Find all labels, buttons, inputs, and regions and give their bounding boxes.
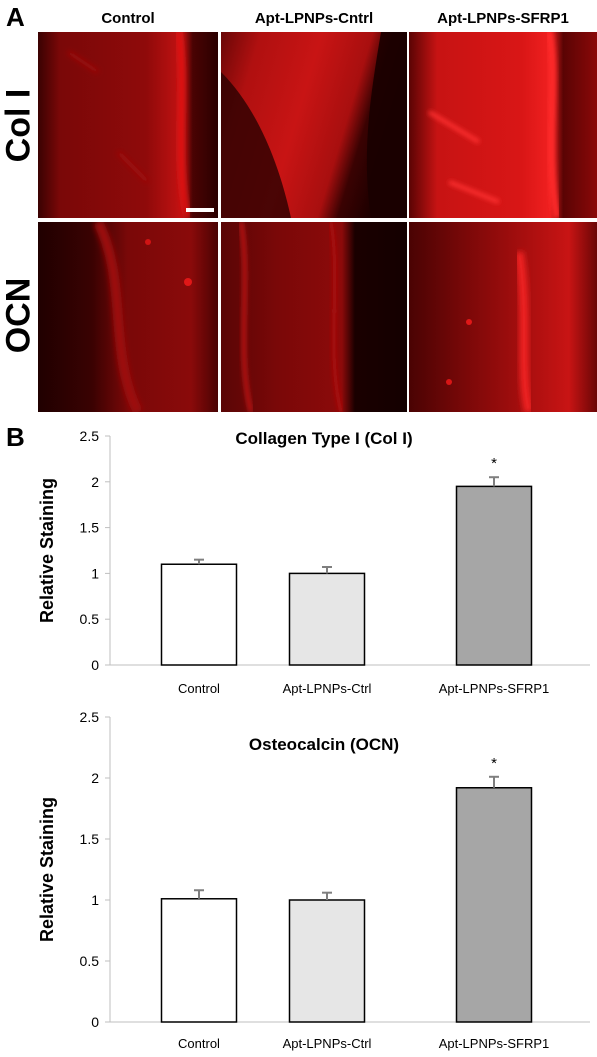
x-category-label-3: Apt-LPNPs-SFRP1 [439, 1036, 550, 1051]
y-tick-label: 0 [91, 657, 99, 673]
micrograph-ocn-apt-lpnps-cntrl [221, 222, 407, 412]
y-tick-label: 0 [91, 1014, 99, 1030]
micrograph-col-i-control [38, 32, 218, 218]
x-category-label-2: Apt-LPNPs-Ctrl [283, 681, 372, 696]
bar-1 [160, 563, 238, 666]
y-tick-label: 1 [91, 565, 99, 581]
y-tick-label: 2 [91, 770, 99, 786]
y-tick-label: 1 [91, 892, 99, 908]
y-tick-label: 0.5 [80, 953, 100, 969]
panel-b-letter: B [6, 422, 25, 452]
bar-2 [288, 572, 366, 666]
micrograph-ocn-control [38, 222, 218, 412]
x-category-label-1: Control [178, 1036, 220, 1051]
chart-title: Osteocalcin (OCN) [249, 735, 399, 754]
row-label-col-i: Col I [0, 88, 38, 163]
bar-chart-collagen-type-i: Collagen Type I (Col I) 0 0.5 1 1.5 2 2.5 Relat… [37, 428, 590, 696]
micrograph-ocn-apt-lpnps-sfrp1 [409, 222, 597, 412]
bar-3 [455, 787, 533, 1023]
y-tick-label: 2.5 [80, 709, 100, 725]
y-tick-label: 2.5 [80, 428, 100, 444]
x-category-label-3: Apt-LPNPs-SFRP1 [439, 681, 550, 696]
scale-bar [186, 208, 214, 212]
column-header-apt-lpnps-sfrp1: Apt-LPNPs-SFRP1 [437, 10, 569, 27]
bar-1 [160, 898, 238, 1023]
significance-marker: * [491, 455, 497, 472]
y-tick-label: 1.5 [80, 831, 100, 847]
chart-title: Collagen Type I (Col I) [235, 429, 412, 448]
x-category-label-2: Apt-LPNPs-Ctrl [283, 1036, 372, 1051]
bar-chart-osteocalcin: Osteocalcin (OCN) 0 0.5 1 1.5 2 2.5 Relative St… [37, 709, 590, 1051]
column-header-control: Control [101, 10, 155, 27]
y-axis-label: Relative Staining [37, 797, 57, 942]
micrograph-col-i-apt-lpnps-cntrl [221, 32, 407, 218]
panel-a-letter: A [6, 2, 25, 32]
micrograph-col-i-apt-lpnps-sfrp1 [409, 32, 597, 218]
significance-marker: * [491, 755, 497, 772]
x-category-label-1: Control [178, 681, 220, 696]
y-tick-label: 2 [91, 474, 99, 490]
bar-2 [288, 899, 366, 1023]
y-tick-label: 1.5 [80, 520, 100, 536]
column-header-apt-lpnps-cntrl: Apt-LPNPs-Cntrl [254, 10, 374, 27]
row-label-ocn: OCN [0, 277, 38, 354]
bar-3 [455, 485, 533, 666]
y-axis-label: Relative Staining [37, 478, 57, 623]
y-tick-label: 0.5 [80, 611, 100, 627]
